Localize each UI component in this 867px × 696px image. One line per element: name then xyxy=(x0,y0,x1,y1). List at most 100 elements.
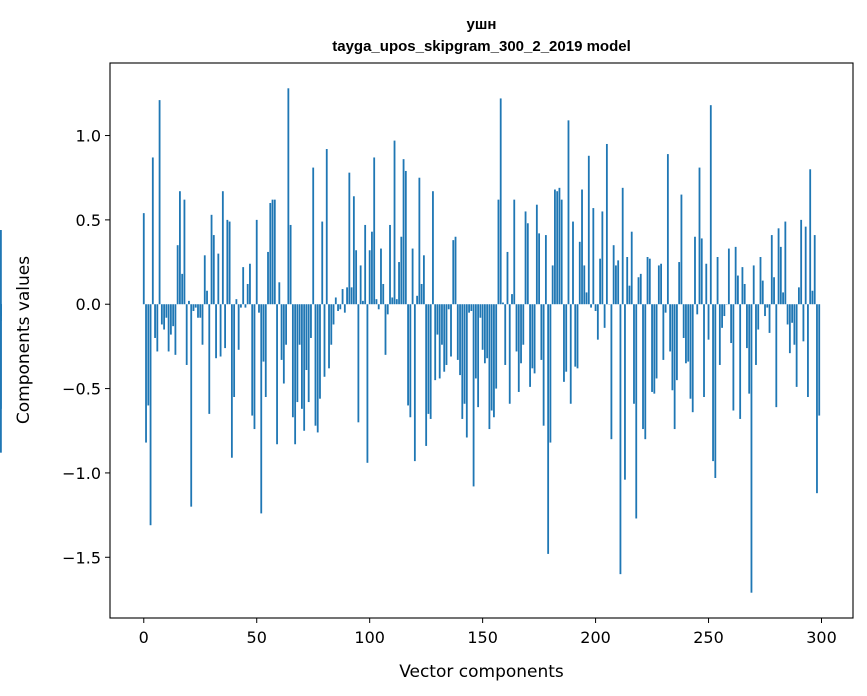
bar xyxy=(786,304,789,325)
bar xyxy=(802,304,805,342)
bar xyxy=(784,221,787,305)
bar xyxy=(662,304,665,360)
bar xyxy=(210,214,213,305)
bar xyxy=(450,304,452,357)
bar xyxy=(436,304,439,335)
bar xyxy=(224,304,226,349)
bar xyxy=(441,304,443,345)
bar xyxy=(319,304,321,399)
bar xyxy=(156,304,159,352)
bar xyxy=(312,167,315,305)
bar xyxy=(201,304,204,345)
bar xyxy=(678,262,681,305)
bar xyxy=(294,304,297,445)
bar xyxy=(732,304,735,411)
bar xyxy=(289,224,292,305)
bar xyxy=(653,304,656,394)
bar xyxy=(574,304,577,367)
bar xyxy=(660,263,662,305)
bar xyxy=(147,304,150,406)
bar xyxy=(341,289,344,305)
bar xyxy=(438,304,441,379)
bar xyxy=(472,304,475,487)
y-tick-label: −1.5 xyxy=(62,548,101,567)
bar xyxy=(416,295,419,305)
bar xyxy=(698,167,701,305)
bar xyxy=(393,140,396,305)
bar xyxy=(249,263,251,305)
bar xyxy=(782,292,784,305)
bar xyxy=(461,304,464,419)
bar xyxy=(273,199,276,305)
bar xyxy=(644,304,647,440)
bar xyxy=(208,304,211,414)
y-tick-label: −1.0 xyxy=(62,464,101,483)
bar xyxy=(470,304,473,311)
bar xyxy=(630,231,633,305)
bar xyxy=(233,304,236,398)
bar xyxy=(673,304,676,430)
bar xyxy=(142,213,145,305)
bar xyxy=(486,304,489,359)
bar xyxy=(655,304,658,379)
bar xyxy=(696,304,699,315)
bar xyxy=(276,304,278,445)
bar xyxy=(409,304,412,418)
chart-title: ушн xyxy=(467,16,497,33)
bar xyxy=(479,304,482,318)
bar xyxy=(522,304,525,345)
bar xyxy=(615,265,617,305)
bar xyxy=(578,241,581,305)
bar xyxy=(422,255,425,305)
bar xyxy=(755,304,757,365)
bar xyxy=(325,149,328,305)
bar xyxy=(154,304,156,338)
bar xyxy=(730,304,733,344)
bar xyxy=(596,304,599,340)
bar xyxy=(262,304,265,362)
bar xyxy=(179,191,181,305)
bar xyxy=(657,265,660,305)
bar xyxy=(404,170,407,305)
bar xyxy=(526,223,529,305)
bar xyxy=(169,304,172,335)
bar xyxy=(556,191,559,305)
x-axis-ticks: 0 50 100 150 200 250 300 xyxy=(139,618,837,647)
y-axis-ticks: −1.5 −1.0 −0.5 0.0 0.5 1.0 xyxy=(62,127,110,567)
bar xyxy=(535,204,538,305)
bar xyxy=(0,230,2,305)
bar xyxy=(298,304,301,345)
bar xyxy=(761,280,764,305)
bar xyxy=(206,290,208,305)
x-tick-label: 100 xyxy=(354,628,385,647)
bar xyxy=(316,304,319,433)
bar xyxy=(490,304,493,411)
bar xyxy=(219,304,222,357)
bar xyxy=(682,304,685,338)
bar xyxy=(310,304,312,338)
bar xyxy=(818,304,821,416)
bar xyxy=(258,304,260,313)
bar xyxy=(269,203,272,305)
bar xyxy=(190,304,193,507)
bar xyxy=(463,304,466,404)
bar xyxy=(748,304,751,394)
bar xyxy=(158,100,161,305)
bar xyxy=(727,248,730,305)
bar xyxy=(626,257,629,305)
bar xyxy=(411,248,414,305)
bar xyxy=(633,304,635,404)
bar xyxy=(804,226,807,305)
bar xyxy=(456,304,459,360)
bar xyxy=(165,304,168,318)
bar xyxy=(605,143,608,305)
bar xyxy=(685,304,687,364)
bar xyxy=(502,302,504,305)
bar xyxy=(646,257,649,305)
bar xyxy=(590,304,592,308)
bar xyxy=(400,236,403,305)
bar xyxy=(797,287,800,305)
bar xyxy=(691,304,694,413)
bar xyxy=(163,304,166,330)
bar xyxy=(282,304,285,384)
